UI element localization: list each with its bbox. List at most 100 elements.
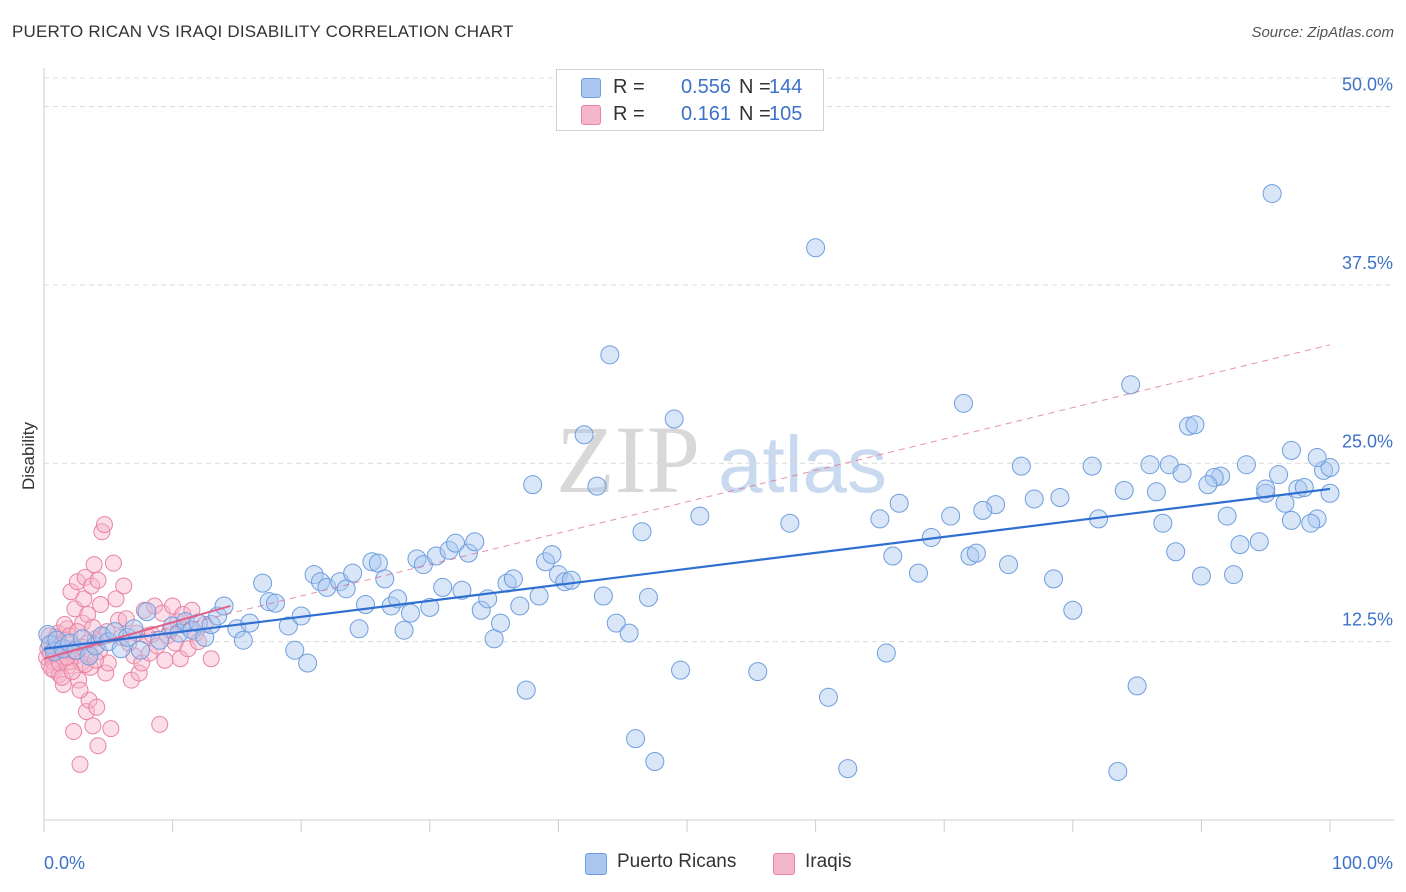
legend-r-value: 0.161 xyxy=(680,103,731,125)
legend-r-label: R = xyxy=(613,76,645,98)
iraqi-point xyxy=(92,596,110,614)
puerto-rican-point xyxy=(1185,415,1205,435)
puerto-rican-point xyxy=(908,563,928,583)
iraqi-point xyxy=(54,675,72,693)
puerto-rican-point xyxy=(986,495,1006,515)
puerto-rican-point xyxy=(1082,456,1102,476)
puerto-rican-point xyxy=(1153,513,1173,533)
puerto-rican-point xyxy=(1108,761,1128,781)
puerto-rican-point xyxy=(401,603,421,623)
puerto-rican-point xyxy=(1204,468,1224,488)
puerto-rican-point xyxy=(574,425,594,445)
puerto-rican-point xyxy=(1179,416,1199,436)
y-tick-label: 12.5% xyxy=(1342,610,1393,630)
puerto-rican-point xyxy=(1320,483,1340,503)
puerto-rican-point xyxy=(1127,676,1147,696)
bottom-legend-label: Puerto Ricans xyxy=(617,851,737,872)
x-tick-label: 0.0% xyxy=(44,853,85,873)
puerto-rican-point xyxy=(1114,480,1134,500)
puerto-rican-point xyxy=(471,600,491,620)
iraqi-point xyxy=(75,590,93,608)
puerto-rican-point xyxy=(503,569,523,589)
legend-n-value: 144 xyxy=(769,76,803,98)
legend-r-value: 0.556 xyxy=(680,76,731,98)
bottom-legend-puerto-ricans: Puerto Ricans xyxy=(585,851,755,877)
puerto-rican-point xyxy=(645,751,665,771)
puerto-rican-point xyxy=(600,345,620,365)
puerto-ricans-points xyxy=(38,184,1340,781)
puerto-rican-point xyxy=(870,509,890,529)
puerto-rican-point xyxy=(999,555,1018,575)
iraqi-point xyxy=(153,604,171,622)
puerto-rican-point xyxy=(349,619,369,639)
puerto-rican-point xyxy=(953,393,973,413)
y-tick-label: 37.5% xyxy=(1342,253,1393,273)
puerto-rican-point xyxy=(375,569,395,589)
legend-swatch-pink xyxy=(581,105,601,125)
iraqi-point xyxy=(115,577,133,595)
puerto-rican-point xyxy=(619,623,639,643)
puerto-rican-point xyxy=(889,493,909,513)
axis-layer: 12.5% 25.0% 37.5% 50.0% 0.0% 100.0% xyxy=(43,68,1394,873)
iraqi-point xyxy=(148,637,166,655)
puerto-rican-point xyxy=(458,543,478,563)
iraqi-point xyxy=(102,720,120,738)
iraqi-point xyxy=(71,681,89,699)
y-tick-label: 25.0% xyxy=(1342,431,1393,451)
iraqi-point xyxy=(76,568,94,586)
puerto-rican-point xyxy=(941,506,961,526)
puerto-rican-point xyxy=(1140,455,1160,475)
iraqi-point xyxy=(107,590,125,608)
iraqi-point xyxy=(79,606,97,624)
puerto-rican-point xyxy=(664,409,684,429)
puerto-rican-point xyxy=(1050,488,1070,508)
puerto-rican-point xyxy=(1301,513,1321,533)
puerto-rican-point xyxy=(1275,493,1295,513)
iraqi-point xyxy=(83,577,101,595)
puerto-rican-point xyxy=(818,687,838,707)
bottom-legend-iraqis: Iraqis xyxy=(773,851,873,877)
iraqi-point xyxy=(71,755,89,773)
puerto-rican-point xyxy=(298,653,318,673)
puerto-rican-point xyxy=(278,616,298,636)
puerto-rican-point xyxy=(253,573,273,593)
trend-layer xyxy=(43,344,1331,660)
puerto-rican-point xyxy=(1320,458,1340,478)
puerto-rican-point xyxy=(1191,566,1211,586)
puerto-rican-point xyxy=(130,640,150,660)
iraqi-point xyxy=(179,640,197,658)
iraqi-point xyxy=(156,651,174,669)
puerto-rican-point xyxy=(876,643,896,663)
puerto-rican-point xyxy=(966,543,986,563)
iraqi-point xyxy=(68,573,86,591)
iraqi-point xyxy=(85,556,103,574)
puerto-rican-point xyxy=(587,476,607,496)
puerto-rican-point xyxy=(838,759,858,779)
iraqi-point xyxy=(74,614,92,632)
bottom-legend-label: Iraqis xyxy=(805,851,852,872)
x-tick-label: 100.0% xyxy=(1332,853,1393,873)
legend-swatch-blue xyxy=(581,78,601,98)
puerto-rican-point xyxy=(394,620,414,640)
puerto-rican-point xyxy=(265,593,285,613)
puerto-rican-point xyxy=(1063,600,1083,620)
puerto-rican-point xyxy=(259,592,279,612)
puerto-rican-point xyxy=(1044,569,1064,589)
puerto-rican-point xyxy=(1281,510,1301,530)
source-label: Source: ZipAtlas.com xyxy=(1251,24,1394,41)
puerto-rican-point xyxy=(748,662,768,682)
iraqi-point xyxy=(99,654,117,672)
puerto-rican-point xyxy=(1121,375,1141,395)
puerto-rican-point xyxy=(1281,440,1301,460)
puerto-rican-point xyxy=(632,522,652,542)
puerto-rican-point xyxy=(137,602,157,622)
puerto-rican-point xyxy=(1249,532,1269,552)
bottom-legend-swatch-pink xyxy=(773,853,795,875)
puerto-rican-point xyxy=(446,533,466,553)
puerto-rican-point xyxy=(529,586,549,606)
legend: R = 0.556 N = 144 R = 0.161 N = 105 xyxy=(556,69,824,131)
puerto-ricans-trend-line xyxy=(43,487,1331,650)
iraqi-point xyxy=(56,616,74,634)
iraqi-point xyxy=(117,610,135,628)
puerto-rican-point xyxy=(1217,506,1237,526)
